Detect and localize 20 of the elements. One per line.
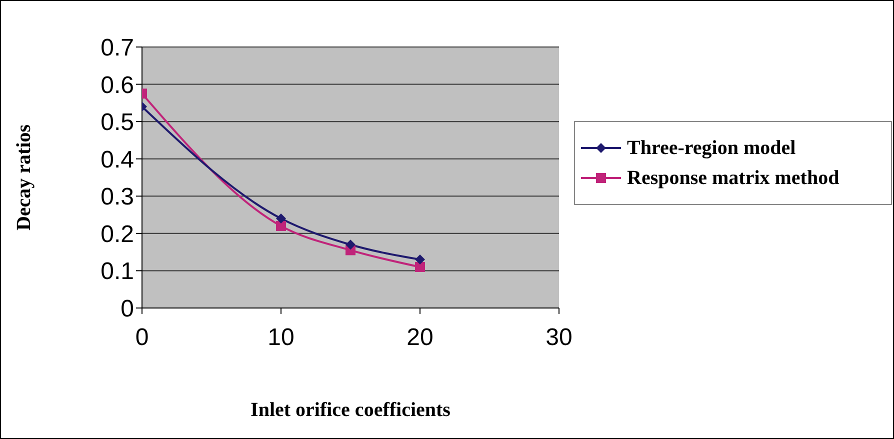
y-tick-label: 0.3 <box>100 184 134 211</box>
x-tick-label: 20 <box>406 324 434 352</box>
point <box>415 262 425 272</box>
y-tick-label: 0 <box>120 296 134 323</box>
y-tick-label: 0.7 <box>100 34 134 62</box>
y-tick-label: 0.1 <box>100 258 134 286</box>
point <box>276 220 286 231</box>
x-axis-title: Inlet orifice coefficients <box>250 399 451 421</box>
legend-label: Three-region model <box>627 136 796 160</box>
x-tick-label: 30 <box>546 324 572 352</box>
legend-label: Response matrix method <box>627 166 840 190</box>
point <box>415 254 425 265</box>
point <box>346 240 356 250</box>
y-tick-label: 0.4 <box>100 146 134 174</box>
y-tick-label: 0.5 <box>100 109 134 136</box>
y-tick-label: 0.2 <box>100 220 134 248</box>
x-tick-label: 10 <box>268 324 294 352</box>
y-axis-title: Decay ratios <box>13 124 36 231</box>
point <box>276 214 286 224</box>
y-tick-label: 0.6 <box>100 72 134 99</box>
